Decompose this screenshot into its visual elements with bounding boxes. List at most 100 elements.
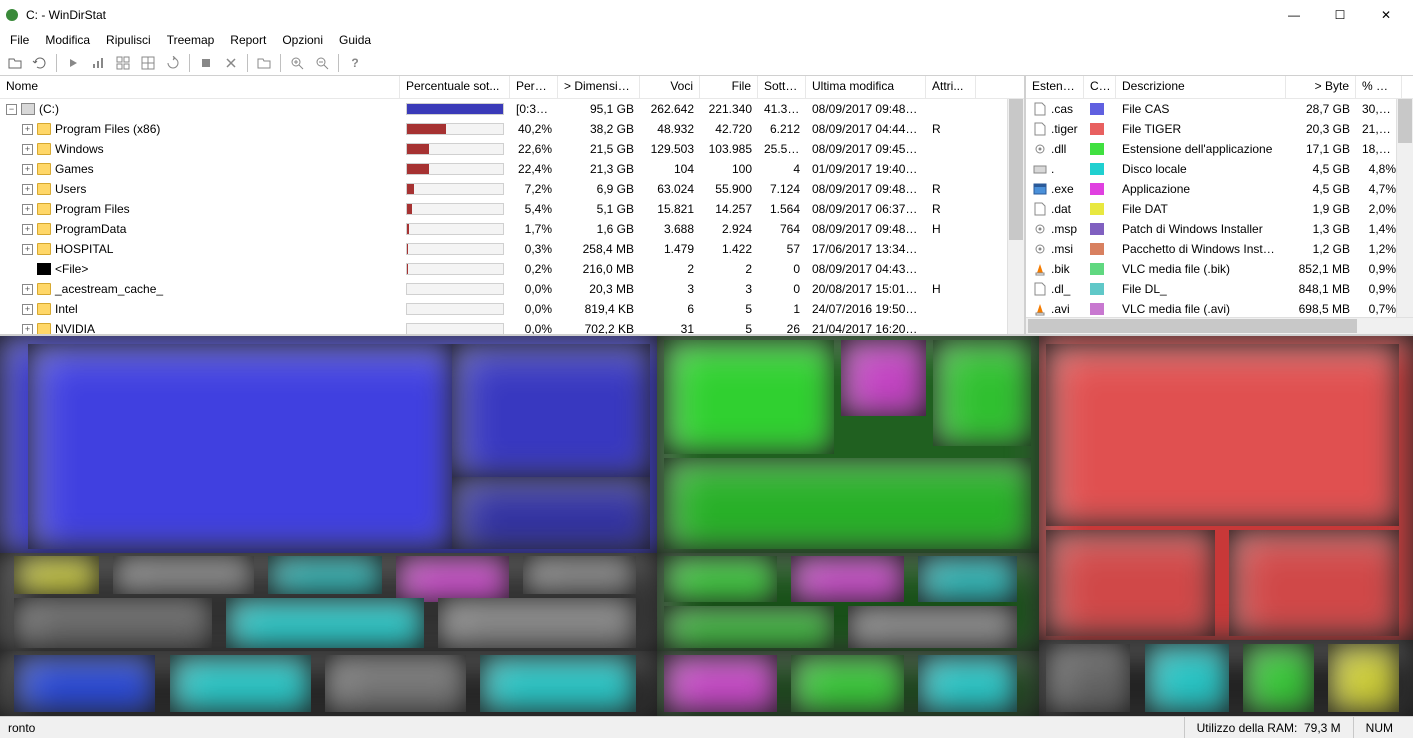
treemap-rect[interactable] (791, 556, 904, 602)
column-header[interactable]: Voci (640, 76, 700, 98)
treemap-rect[interactable] (113, 556, 254, 594)
treemap-rect[interactable] (933, 340, 1032, 446)
expander-icon[interactable]: + (22, 244, 33, 255)
treemap-rect[interactable] (452, 344, 650, 477)
minimize-button[interactable]: — (1271, 0, 1317, 30)
close-button[interactable]: ✕ (1363, 0, 1409, 30)
menu-opzioni[interactable]: Opzioni (274, 31, 331, 49)
ext-row[interactable]: .bikVLC media file (.bik)852,1 MB0,9% (1026, 259, 1413, 279)
treemap-rect[interactable] (664, 458, 1031, 549)
tree-row[interactable]: −(C:)[0:38 s]95,1 GB262.642221.34041.302… (0, 99, 1024, 119)
column-header[interactable]: Estensi... (1026, 76, 1084, 98)
column-header[interactable]: Perce... (510, 76, 558, 98)
treemap-rect[interactable] (1243, 644, 1314, 712)
menu-report[interactable]: Report (222, 31, 274, 49)
refresh-icon[interactable] (29, 52, 51, 74)
treemap-rect[interactable] (1145, 644, 1230, 712)
ext-hscrollbar[interactable] (1026, 317, 1413, 334)
menu-treemap[interactable]: Treemap (159, 31, 223, 49)
reload-icon[interactable] (162, 52, 184, 74)
grid-icon[interactable] (112, 52, 134, 74)
tree-row[interactable]: +NVIDIA0,0%702,2 KB3152621/04/2017 16:20… (0, 319, 1024, 334)
ext-row[interactable]: .exeApplicazione4,5 GB4,7% (1026, 179, 1413, 199)
menu-file[interactable]: File (2, 31, 37, 49)
tree-row[interactable]: +Program Files (x86)40,2%38,2 GB48.93242… (0, 119, 1024, 139)
folder-icon[interactable] (253, 52, 275, 74)
column-header[interactable]: % Byte (1356, 76, 1402, 98)
expander-icon[interactable]: + (22, 224, 33, 235)
treemap-rect[interactable] (268, 556, 381, 594)
treemap-rect[interactable] (664, 655, 777, 712)
tree-row[interactable]: +Windows22,6%21,5 GB129.503103.98525.518… (0, 139, 1024, 159)
treemap-rect[interactable] (1046, 644, 1131, 712)
expander-icon[interactable]: + (22, 284, 33, 295)
treemap-rect[interactable] (325, 655, 466, 712)
stop-icon[interactable] (195, 52, 217, 74)
treemap-rect[interactable] (226, 598, 424, 647)
treemap-rect[interactable] (664, 556, 777, 602)
tree-row[interactable]: +Users7,2%6,9 GB63.02455.9007.12408/09/2… (0, 179, 1024, 199)
chart-icon[interactable] (87, 52, 109, 74)
ext-row[interactable]: .mspPatch di Windows Installer1,3 GB1,4% (1026, 219, 1413, 239)
column-header[interactable]: Col... (1084, 76, 1116, 98)
treemap-rect[interactable] (918, 556, 1017, 602)
open-icon[interactable] (4, 52, 26, 74)
column-header[interactable]: Sotto... (758, 76, 806, 98)
expander-icon[interactable]: + (22, 144, 33, 155)
help-icon[interactable]: ? (344, 52, 366, 74)
menu-ripulisci[interactable]: Ripulisci (98, 31, 159, 49)
treemap-rect[interactable] (170, 655, 311, 712)
ext-row[interactable]: .tigerFile TIGER20,3 GB21,3% (1026, 119, 1413, 139)
treemap-rect[interactable] (523, 556, 636, 594)
treemap-rect[interactable] (28, 344, 452, 549)
tree-body[interactable]: −(C:)[0:38 s]95,1 GB262.642221.34041.302… (0, 99, 1024, 334)
tree-row[interactable]: +Games22,4%21,3 GB104100401/09/2017 19:4… (0, 159, 1024, 179)
ext-body[interactable]: .casFile CAS28,7 GB30,1%.tigerFile TIGER… (1026, 99, 1413, 317)
treemap-rect[interactable] (664, 606, 834, 648)
tree-row[interactable]: +Program Files5,4%5,1 GB15.82114.2571.56… (0, 199, 1024, 219)
treemap-rect[interactable] (480, 655, 635, 712)
treemap-rect[interactable] (1046, 344, 1399, 526)
tree-row[interactable]: +_acestream_cache_0,0%20,3 MB33020/08/20… (0, 279, 1024, 299)
expander-icon[interactable]: − (6, 104, 17, 115)
treemap-rect[interactable] (438, 598, 636, 647)
treemap-rect[interactable] (452, 477, 650, 549)
column-header[interactable]: > Byte (1286, 76, 1356, 98)
treemap-rect[interactable] (848, 606, 1018, 648)
column-header[interactable]: Descrizione (1116, 76, 1286, 98)
treemap-rect[interactable] (841, 340, 926, 416)
treemap-rect[interactable] (1046, 530, 1216, 636)
expander-icon[interactable]: + (22, 184, 33, 195)
ext-row[interactable]: .dllEstensione dell'applicazione17,1 GB1… (1026, 139, 1413, 159)
expander-icon[interactable]: + (22, 324, 33, 335)
ext-row[interactable]: .Disco locale4,5 GB4,8% (1026, 159, 1413, 179)
ext-row[interactable]: .msiPacchetto di Windows Instal...1,2 GB… (1026, 239, 1413, 259)
ext-row[interactable]: .aviVLC media file (.avi)698,5 MB0,7% (1026, 299, 1413, 317)
treemap-rect[interactable] (396, 556, 509, 602)
tree-row[interactable]: +Intel0,0%819,4 KB65124/07/2016 19:50:57 (0, 299, 1024, 319)
column-header[interactable]: Nome (0, 76, 400, 98)
maximize-button[interactable]: ☐ (1317, 0, 1363, 30)
treemap-rect[interactable] (14, 556, 99, 594)
ext-row[interactable]: .dl_File DL_848,1 MB0,9% (1026, 279, 1413, 299)
tree-row[interactable]: +HOSPITAL0,3%258,4 MB1.4791.4225717/06/2… (0, 239, 1024, 259)
ext-row[interactable]: .datFile DAT1,9 GB2,0% (1026, 199, 1413, 219)
treemap-rect[interactable] (664, 340, 834, 454)
ext-row[interactable]: .casFile CAS28,7 GB30,1% (1026, 99, 1413, 119)
column-header[interactable]: Attri... (926, 76, 976, 98)
column-header[interactable]: Ultima modifica (806, 76, 926, 98)
treemap-rect[interactable] (1328, 644, 1399, 712)
treemap-rect[interactable] (918, 655, 1017, 712)
ext-vscrollbar[interactable] (1396, 99, 1413, 317)
treemap-rect[interactable] (14, 655, 155, 712)
column-header[interactable]: File (700, 76, 758, 98)
treemap-rect[interactable] (14, 598, 212, 647)
treemap-icon[interactable] (137, 52, 159, 74)
expander-icon[interactable]: + (22, 124, 33, 135)
treemap-view[interactable] (0, 336, 1413, 716)
zoom-out-icon[interactable] (311, 52, 333, 74)
column-header[interactable]: > Dimensione (558, 76, 640, 98)
tree-row[interactable]: +ProgramData1,7%1,6 GB3.6882.92476408/09… (0, 219, 1024, 239)
treemap-rect[interactable] (791, 655, 904, 712)
menu-guida[interactable]: Guida (331, 31, 379, 49)
